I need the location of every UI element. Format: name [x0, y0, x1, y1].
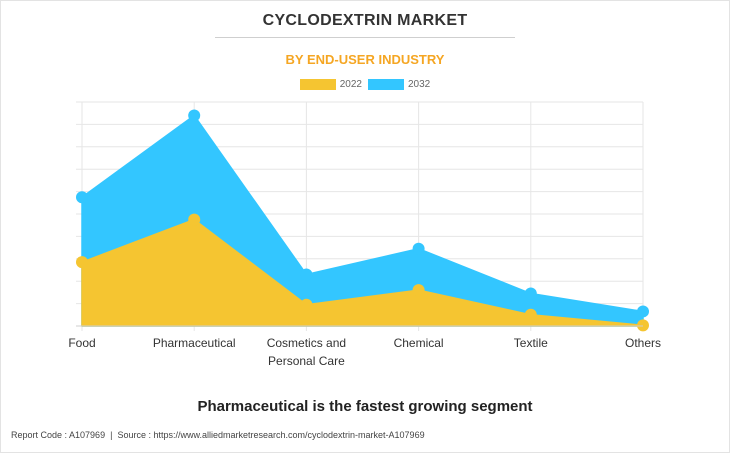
point-2032-3	[412, 242, 425, 255]
point-2022-0	[76, 256, 88, 269]
chart-title: CYCLODEXTRIN MARKET	[262, 12, 468, 29]
legend-label-2022: 2022	[339, 79, 362, 90]
title-divider	[215, 37, 515, 38]
point-2022-2	[300, 298, 313, 311]
chart-legend: 2022 2032	[0, 79, 730, 90]
x-tick-label: Food	[68, 336, 96, 350]
point-2032-5	[637, 305, 649, 318]
legend-swatch-2032	[368, 79, 404, 90]
source-link[interactable]: Source : https://www.alliedmarketresearc…	[117, 430, 425, 440]
point-2022-3	[412, 284, 425, 297]
point-2022-1	[188, 213, 201, 226]
x-tick-label: Pharmaceutical	[152, 336, 236, 350]
point-2032-1	[188, 109, 201, 122]
chart-subtitle: BY END-USER INDUSTRY	[285, 52, 445, 67]
point-2032-0	[76, 191, 88, 204]
x-tick-label: Chemical	[393, 336, 444, 350]
x-tick-label: Textile	[513, 336, 548, 350]
legend-label-2032: 2032	[408, 79, 431, 90]
chart-caption: Pharmaceutical is the fastest growing se…	[197, 398, 533, 415]
point-2032-4	[524, 287, 537, 300]
report-code: Report Code : A107969	[11, 430, 106, 440]
legend-swatch-2022	[299, 79, 336, 90]
legend-item-2022[interactable]: 2022	[299, 79, 362, 90]
legend-item-2032[interactable]: 2032	[368, 79, 430, 90]
point-2022-5	[637, 319, 649, 332]
x-tick-label: Others	[624, 336, 661, 350]
report-footer: Report Code : A107969 | Source : https:/…	[11, 430, 425, 440]
footer-separator: |	[110, 430, 113, 440]
x-tick-label: Cosmetics and Personal Care	[266, 336, 347, 368]
point-2032-2	[300, 268, 313, 281]
point-2022-4	[524, 308, 537, 321]
